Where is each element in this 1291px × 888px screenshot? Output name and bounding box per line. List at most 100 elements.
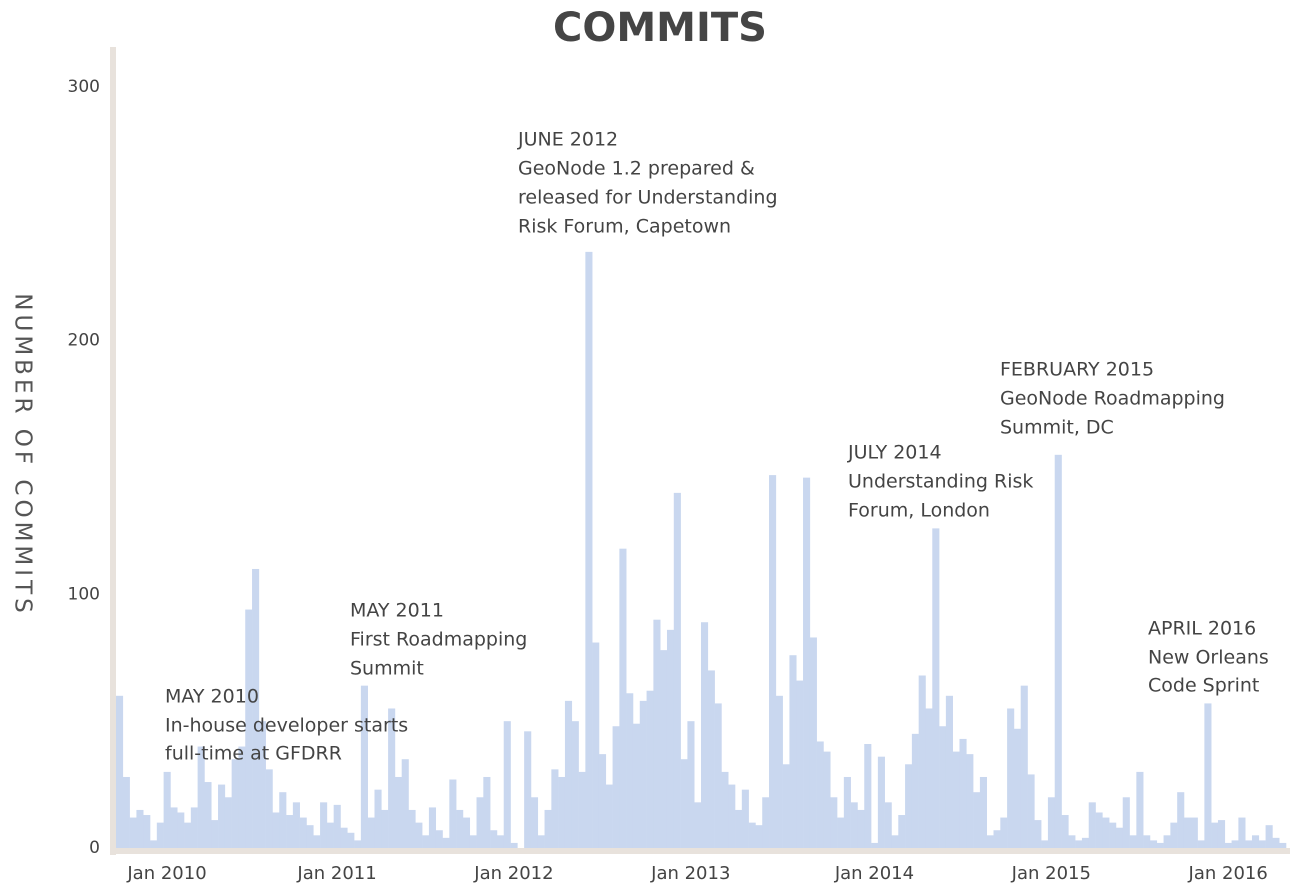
bar bbox=[360, 685, 368, 848]
bar bbox=[864, 743, 872, 848]
x-axis-line bbox=[110, 848, 1290, 854]
bar bbox=[973, 792, 981, 848]
bar bbox=[1217, 820, 1226, 848]
bar bbox=[952, 751, 960, 848]
annotation-line: GeoNode Roadmapping bbox=[1000, 388, 1225, 410]
x-tick-label: Jan 2014 bbox=[834, 863, 914, 884]
x-tick-label: Jan 2013 bbox=[650, 863, 730, 884]
bar bbox=[911, 733, 919, 848]
bar bbox=[605, 784, 613, 848]
bar bbox=[177, 812, 185, 848]
bar bbox=[918, 675, 926, 848]
chart-title: COMMITS bbox=[553, 5, 767, 51]
bar bbox=[320, 802, 328, 848]
bar bbox=[809, 637, 817, 848]
bar bbox=[1197, 840, 1205, 848]
y-axis-label: NUMBER OF COMMITS bbox=[10, 293, 36, 616]
bar bbox=[490, 830, 498, 848]
annotation-line: Code Sprint bbox=[1148, 675, 1259, 697]
bar bbox=[394, 776, 402, 848]
bar bbox=[524, 731, 532, 848]
bar bbox=[1075, 840, 1083, 848]
bar bbox=[966, 754, 974, 848]
annotation-line: Understanding Risk bbox=[848, 471, 1033, 493]
bar bbox=[381, 809, 389, 848]
bar bbox=[211, 820, 219, 848]
bar bbox=[564, 700, 573, 848]
bar bbox=[224, 797, 232, 848]
bar bbox=[510, 842, 518, 848]
x-tick-label: Jan 2011 bbox=[296, 863, 376, 884]
bar bbox=[816, 741, 824, 848]
bar bbox=[598, 754, 607, 848]
bar bbox=[197, 746, 205, 848]
bar bbox=[558, 776, 566, 848]
bar bbox=[639, 700, 647, 848]
bar bbox=[204, 782, 212, 848]
bar bbox=[1170, 822, 1178, 848]
bar bbox=[551, 769, 559, 848]
bar bbox=[265, 769, 273, 848]
bar bbox=[1265, 825, 1273, 848]
annotation-heading: JUNE 2012 bbox=[517, 129, 618, 151]
bar bbox=[462, 817, 471, 848]
bar bbox=[1088, 802, 1096, 848]
bar bbox=[694, 802, 702, 848]
bar bbox=[401, 759, 409, 848]
y-tick-label: 300 bbox=[68, 77, 100, 97]
bar bbox=[1095, 812, 1103, 848]
annotation-line: GeoNode 1.2 prepared & bbox=[518, 158, 755, 180]
bar bbox=[184, 822, 192, 848]
bar bbox=[1211, 822, 1219, 848]
bar bbox=[374, 789, 382, 848]
bar bbox=[1204, 703, 1212, 848]
bar bbox=[1272, 837, 1280, 848]
bar bbox=[939, 726, 947, 848]
bar bbox=[354, 840, 362, 848]
bar bbox=[884, 802, 892, 848]
bar bbox=[1136, 771, 1144, 848]
bar bbox=[796, 680, 804, 848]
x-tick-label: Jan 2015 bbox=[1011, 863, 1091, 884]
bar bbox=[843, 776, 851, 848]
bar bbox=[1224, 842, 1232, 848]
bar bbox=[769, 475, 777, 848]
bar bbox=[306, 825, 314, 848]
bar bbox=[299, 817, 307, 848]
bar bbox=[728, 784, 736, 848]
bar bbox=[585, 251, 593, 849]
y-axis-line bbox=[110, 47, 116, 855]
bar bbox=[1013, 728, 1022, 848]
bar bbox=[905, 764, 913, 848]
bar bbox=[898, 815, 906, 848]
bar bbox=[830, 797, 838, 848]
bar bbox=[653, 619, 661, 848]
bar bbox=[245, 609, 253, 848]
bar bbox=[1027, 774, 1035, 848]
bar bbox=[782, 764, 790, 848]
bar bbox=[959, 738, 967, 848]
bar bbox=[1143, 835, 1151, 848]
annotation-line: Summit, DC bbox=[1000, 417, 1114, 439]
bar bbox=[1183, 817, 1192, 848]
bar bbox=[871, 842, 879, 848]
annotation-line: released for Understanding bbox=[518, 187, 778, 209]
bar bbox=[1149, 840, 1158, 848]
bar bbox=[1109, 822, 1117, 848]
bar bbox=[1034, 820, 1042, 848]
bar bbox=[891, 835, 899, 848]
bar bbox=[286, 815, 294, 848]
bar bbox=[687, 721, 695, 848]
annotation-line: Forum, London bbox=[848, 500, 990, 522]
bar bbox=[143, 815, 151, 848]
bar bbox=[503, 721, 511, 848]
bar bbox=[252, 568, 260, 848]
bars bbox=[116, 251, 1287, 849]
bar bbox=[1115, 827, 1124, 848]
annotation-heading: MAY 2010 bbox=[165, 686, 259, 708]
bar bbox=[1238, 817, 1246, 848]
bar bbox=[707, 670, 715, 848]
bar bbox=[190, 807, 198, 848]
bar bbox=[735, 809, 743, 848]
bar bbox=[333, 804, 341, 848]
